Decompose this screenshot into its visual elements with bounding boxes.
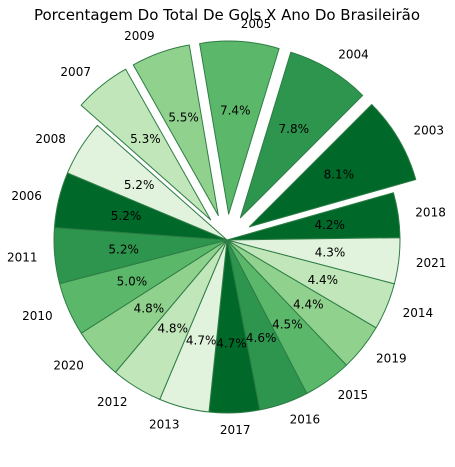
pie-label-2020: 2020 xyxy=(53,358,84,372)
pie-label-2013: 2013 xyxy=(149,417,180,431)
pie-percent-2008: 5.2% xyxy=(124,178,155,192)
pie-percent-2013: 4.7% xyxy=(186,334,217,348)
pie-label-2018: 2018 xyxy=(415,205,446,219)
pie-slice-2009 xyxy=(132,44,219,217)
pie-percent-2011: 5.2% xyxy=(108,243,139,257)
pie-percent-2016: 4.6% xyxy=(246,331,277,345)
pie-label-2003: 2003 xyxy=(413,123,444,137)
pie-label-2006: 2006 xyxy=(11,189,42,203)
pie-label-2005: 2005 xyxy=(241,17,272,31)
pie-percent-2017: 4.7% xyxy=(216,337,247,351)
pie-percent-2006: 5.2% xyxy=(111,209,142,223)
chart-title: Porcentagem Do Total De Gols X Ano Do Br… xyxy=(34,6,420,24)
pie-percent-2004: 7.8% xyxy=(279,122,310,136)
pie-percent-2009: 5.5% xyxy=(168,111,199,125)
pie-percent-2007: 5.3% xyxy=(130,132,161,146)
pie-label-2016: 2016 xyxy=(290,413,321,427)
pie-label-2021: 2021 xyxy=(416,256,447,270)
pie-label-2019: 2019 xyxy=(376,351,407,365)
pie-slice-2005 xyxy=(199,40,280,215)
pie-percent-2005: 7.4% xyxy=(220,104,251,118)
pie-label-2017: 2017 xyxy=(220,423,251,437)
pie-slice-2008 xyxy=(67,124,228,241)
pie-percent-2010: 5.0% xyxy=(117,275,148,289)
pie-slice-2003 xyxy=(248,104,417,228)
pie-percent-2020: 4.8% xyxy=(134,301,165,315)
pie-percent-2014: 4.4% xyxy=(308,273,339,287)
pie-label-2004: 2004 xyxy=(338,48,369,62)
pie-label-2012: 2012 xyxy=(97,395,128,409)
pie-slice-2004 xyxy=(239,51,364,219)
pie-label-2009: 2009 xyxy=(124,29,155,43)
pie-percent-2003: 8.1% xyxy=(324,167,355,181)
pie-percent-2012: 4.8% xyxy=(157,321,188,335)
pie-label-2010: 2010 xyxy=(22,309,53,323)
pie-label-2015: 2015 xyxy=(338,388,369,402)
pie-slice-2007 xyxy=(80,68,212,221)
pie-label-2007: 2007 xyxy=(60,65,91,79)
pie-label-2014: 2014 xyxy=(403,306,434,320)
pie-percent-2021: 4.3% xyxy=(315,246,346,260)
pie-label-2008: 2008 xyxy=(35,132,66,146)
pie-percent-2019: 4.4% xyxy=(293,298,324,312)
pie-percent-2018: 4.2% xyxy=(314,218,345,232)
pie-percent-2015: 4.5% xyxy=(272,317,303,331)
pie-label-2011: 2011 xyxy=(7,250,38,264)
pie-labels: 8.1% 2003 4.2% 2018 4.3% 2021 4.4% 2014 4.4% 2019… xyxy=(7,17,446,437)
pie-slices xyxy=(53,40,417,414)
